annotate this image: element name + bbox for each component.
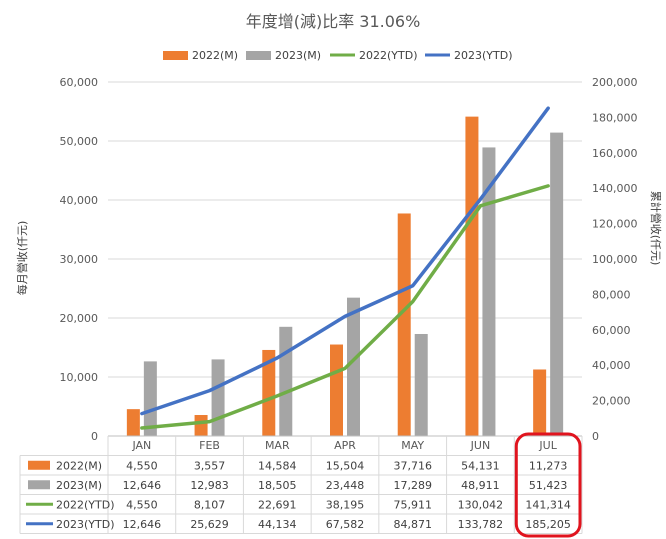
table-legend-swatch xyxy=(28,480,50,490)
table-cell: 8,107 xyxy=(194,498,226,511)
table-cell: 130,042 xyxy=(458,498,504,511)
bar-2022m xyxy=(126,409,140,436)
table-cell: 133,782 xyxy=(458,518,504,531)
jul-highlight-box xyxy=(514,432,582,538)
legend-swatch xyxy=(163,51,188,60)
y-left-tick-label: 10,000 xyxy=(60,371,99,384)
table-cell: 14,584 xyxy=(258,459,297,472)
x-tick-label: FEB xyxy=(199,439,220,452)
y-right-tick-label: 200,000 xyxy=(592,76,638,89)
bar-2022m xyxy=(397,213,411,436)
gridlines xyxy=(108,81,582,378)
y-axis-right-label: 累計營收(仟元) xyxy=(649,191,663,266)
bar-2023m xyxy=(347,297,360,436)
table-cell: 3,557 xyxy=(194,459,226,472)
y-right-tick-label: 140,000 xyxy=(592,182,638,195)
chart-title: 年度增(減)比率 31.06% xyxy=(246,12,421,31)
x-tick-label: MAR xyxy=(265,439,290,452)
table-cell: 22,691 xyxy=(258,498,297,511)
legend-label: 2023(M) xyxy=(275,49,321,62)
y-axis-left-label: 每月營收(仟元) xyxy=(15,221,29,296)
y-right-tick-label: 180,000 xyxy=(592,111,638,124)
data-table: JAN FEB MAR APR MAY JUN JUL 2022(M) 4,550 3,557 14… xyxy=(19,436,583,534)
bars xyxy=(126,116,564,436)
table-cell: 12,983 xyxy=(190,479,229,492)
x-tick-label: JUL xyxy=(538,439,557,452)
table-legend-swatch xyxy=(28,460,50,470)
y-right-tick-label: 100,000 xyxy=(592,253,638,266)
bar-2023m xyxy=(414,333,428,436)
x-tick-label: MAY xyxy=(401,439,424,452)
y-right-tick-label: 20,000 xyxy=(592,395,631,408)
table-cell: 67,582 xyxy=(326,518,365,531)
legend-swatch xyxy=(246,51,271,60)
table-cell: 185,205 xyxy=(525,518,571,531)
y-right-tick-label: 60,000 xyxy=(592,324,631,337)
table-cell: 75,911 xyxy=(393,498,432,511)
y-left-tick-label: 60,000 xyxy=(60,76,99,89)
legend-label: 2023(YTD) xyxy=(454,49,513,62)
table-cell: 18,505 xyxy=(258,479,297,492)
bar-2022m xyxy=(194,415,208,436)
bar-2023m xyxy=(279,326,293,436)
axes: 0 10,000 20,000 30,000 40,000 50,000 60,000 0 20… xyxy=(60,76,638,443)
bar-2023m xyxy=(550,132,564,436)
y-left-tick-label: 0 xyxy=(91,430,98,443)
table-cell: 25,629 xyxy=(190,518,229,531)
table-cell: 23,448 xyxy=(326,479,365,492)
bar-2023m xyxy=(143,361,157,436)
y-left-tick-label: 40,000 xyxy=(60,194,99,207)
table-cell: 141,314 xyxy=(525,498,571,511)
table-cell: 4,550 xyxy=(126,498,158,511)
legend: 2022(M) 2023(M) 2022(YTD) 2023(YTD) xyxy=(163,49,513,62)
y-left-tick-label: 30,000 xyxy=(60,253,99,266)
bar-2022m xyxy=(262,349,276,436)
table-cell: 12,646 xyxy=(123,518,162,531)
y-left-tick-label: 20,000 xyxy=(60,312,99,325)
y-right-tick-label: 120,000 xyxy=(592,218,638,231)
legend-label: 2022(M) xyxy=(192,49,238,62)
legend-label: 2022(YTD) xyxy=(359,49,418,62)
line-2022ytd xyxy=(140,184,550,430)
table-cell: 12,646 xyxy=(123,479,162,492)
bar-2022m xyxy=(330,344,343,436)
x-tick-label: JAN xyxy=(131,439,151,452)
table-cell: 15,504 xyxy=(326,459,365,472)
x-tick-label: APR xyxy=(334,439,356,452)
table-cell: 48,911 xyxy=(461,479,500,492)
table-cell: 17,289 xyxy=(393,479,432,492)
y-right-tick-label: 40,000 xyxy=(592,359,631,372)
table-cell: 84,871 xyxy=(393,518,432,531)
y-right-tick-label: 0 xyxy=(592,430,599,443)
y-left-tick-label: 50,000 xyxy=(60,135,99,148)
table-cell: 51,423 xyxy=(529,479,568,492)
table-cell: 4,550 xyxy=(126,459,158,472)
bar-2023m xyxy=(482,147,496,436)
table-cell: 37,716 xyxy=(393,459,432,472)
lines xyxy=(140,106,550,430)
table-row-label: 2023(M) xyxy=(56,479,102,492)
bar-2022m xyxy=(465,116,479,436)
table-row-label: 2022(YTD) xyxy=(56,498,115,511)
table-row-label: 2023(YTD) xyxy=(56,518,115,531)
line-2023ytd xyxy=(140,106,550,416)
table-cell: 54,131 xyxy=(461,459,500,472)
bar-2023m xyxy=(211,359,225,436)
y-right-tick-label: 160,000 xyxy=(592,147,638,160)
table-cell: 44,134 xyxy=(258,518,297,531)
y-right-tick-label: 80,000 xyxy=(592,288,631,301)
table-cell: 38,195 xyxy=(326,498,365,511)
table-cell: 11,273 xyxy=(529,459,568,472)
bar-2022m xyxy=(533,369,547,436)
x-tick-label: JUN xyxy=(470,439,491,452)
table-row-label: 2022(M) xyxy=(56,459,102,472)
